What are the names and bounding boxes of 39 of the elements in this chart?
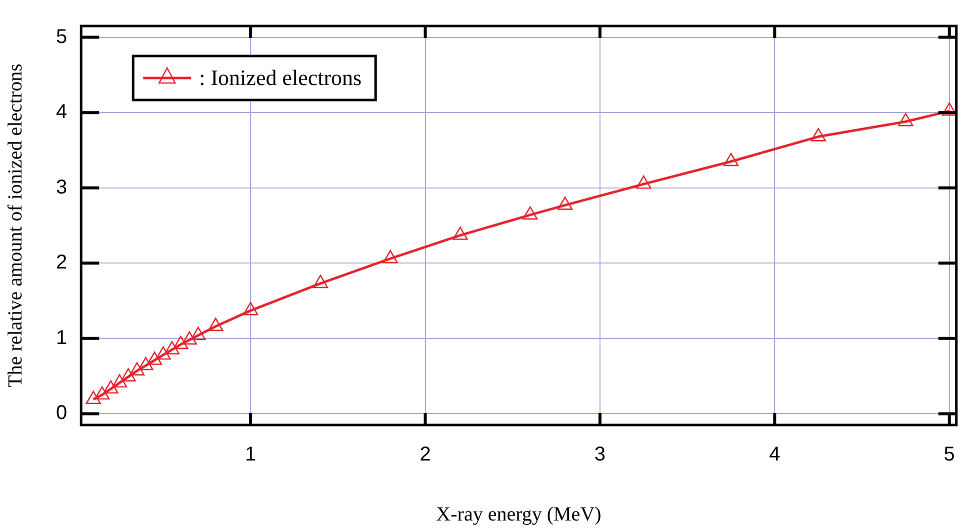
point bbox=[112, 374, 128, 388]
y-tick-label: 0 bbox=[56, 402, 68, 424]
point bbox=[557, 196, 573, 210]
point bbox=[190, 326, 206, 340]
point bbox=[156, 346, 171, 360]
point bbox=[810, 128, 826, 142]
point bbox=[103, 380, 118, 394]
y-tick-label: 5 bbox=[56, 26, 68, 48]
y-tick-label: 1 bbox=[56, 326, 68, 349]
point bbox=[182, 331, 198, 345]
point bbox=[723, 152, 739, 166]
x-tick-label: 2 bbox=[420, 444, 431, 466]
point bbox=[898, 112, 914, 126]
point bbox=[636, 175, 652, 189]
x-tick-label: 3 bbox=[594, 444, 606, 466]
point bbox=[173, 336, 188, 350]
x-tick-label: 5 bbox=[944, 444, 955, 466]
point bbox=[452, 226, 468, 240]
point bbox=[146, 352, 162, 365]
point bbox=[120, 368, 136, 382]
point bbox=[94, 386, 110, 400]
point bbox=[208, 318, 224, 332]
y-axis-title: The relative amount of ionized electrons bbox=[4, 63, 26, 388]
point bbox=[164, 341, 180, 354]
point bbox=[942, 102, 956, 116]
point bbox=[129, 362, 145, 376]
x-tick-label: 4 bbox=[769, 444, 780, 466]
point bbox=[382, 250, 398, 264]
x-tick-label: 1 bbox=[245, 444, 256, 466]
y-tick-label: 3 bbox=[56, 176, 68, 198]
y-tick-label: 4 bbox=[56, 101, 68, 124]
point bbox=[86, 390, 101, 404]
point bbox=[312, 274, 328, 288]
point bbox=[243, 302, 258, 316]
point bbox=[522, 206, 538, 220]
point bbox=[138, 356, 154, 370]
x-axis-title: X-ray energy (MeV) bbox=[436, 503, 602, 526]
y-tick-label: 2 bbox=[56, 252, 68, 274]
legend-label: : Ionized electrons bbox=[199, 64, 362, 90]
